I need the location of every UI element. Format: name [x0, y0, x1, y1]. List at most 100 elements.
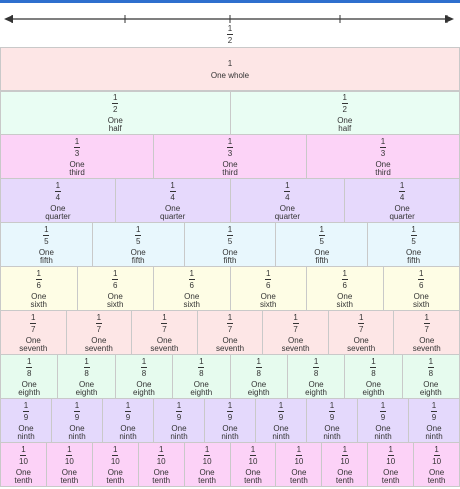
fraction-numerator: 1 — [158, 444, 164, 454]
fraction-denominator: 8 — [84, 368, 89, 378]
fraction-name: One ninth — [17, 424, 34, 441]
fraction-name: One fifth — [38, 247, 54, 265]
fraction-name-line-2: tenth — [381, 475, 400, 485]
fraction-numerator: 1 — [135, 224, 141, 234]
fraction-numerator: 1 — [44, 224, 49, 234]
row-third: 1 3 One third 1 3 One third 1 3 One third — [0, 135, 460, 179]
fraction-bar — [265, 278, 272, 280]
fraction-name-line-1: One — [324, 423, 340, 433]
fraction-name: One ninth — [374, 424, 392, 441]
fraction-name-line-2: seventh — [347, 343, 376, 353]
fraction-name: One eighth — [18, 380, 40, 397]
fraction-name: One tenth — [15, 468, 33, 485]
fraction-bar — [341, 454, 348, 456]
fraction-name: One tenth — [427, 468, 446, 485]
fraction-name: One half — [337, 117, 352, 133]
whole-numerator: 1 — [227, 58, 233, 68]
fraction-bar — [387, 454, 394, 456]
row-quarter: 1 4 One quarter 1 4 One quarter 1 4 One quarter 1 4 On… — [0, 179, 460, 223]
fraction-name-line-2: eighth — [305, 387, 327, 397]
fraction-name-line-1: One — [165, 203, 181, 213]
fraction-name-line-2: seventh — [19, 343, 48, 353]
fraction-bar — [169, 190, 176, 192]
fraction-name-line-1: One — [251, 379, 267, 389]
fraction-numerator: 1 — [189, 268, 194, 278]
fraction-name-line-2: sixth — [107, 299, 124, 309]
fraction-numerator: 1 — [428, 356, 434, 366]
fraction-name-line-1: One — [365, 379, 381, 389]
fraction-name-line-2: tenth — [427, 475, 446, 485]
fraction: 1 10 — [111, 445, 120, 466]
fraction-numerator: 1 — [285, 180, 290, 190]
fraction-numerator: 1 — [84, 356, 89, 366]
row-eighth: 1 8 One eighth 1 8 One eighth 1 8 One eighth 1 8 One ei… — [0, 355, 460, 399]
fraction-name: One fifth — [314, 248, 329, 265]
cell-one-eighth: 1 8 One eighth — [287, 355, 346, 399]
fraction-denominator: 3 — [74, 148, 80, 158]
cell-one-half: 1 2 One half — [0, 91, 231, 135]
cell-one-seventh: 1 7 One seventh — [394, 311, 460, 355]
fraction-name-line-2: eighth — [133, 387, 155, 397]
fraction-numerator: 1 — [227, 136, 233, 146]
right-arrow-icon — [445, 15, 454, 23]
fraction-denominator: 4 — [170, 192, 175, 202]
fraction-name: One seventh — [413, 336, 441, 353]
cell-one-fifth: 1 5 One fifth — [368, 223, 460, 267]
fraction-numerator: 1 — [26, 356, 32, 366]
fraction: 1 10 — [157, 445, 166, 466]
fraction-name: One ninth — [119, 423, 136, 441]
fraction-bar — [358, 322, 365, 324]
fraction-name-line-1: One — [222, 247, 238, 257]
fraction-name-line-1: One — [337, 467, 353, 477]
fraction-name-line-1: One — [279, 203, 295, 213]
fraction-name-line-2: tenth — [335, 475, 354, 485]
cell-one-eighth: 1 8 One eighth — [345, 355, 403, 399]
fraction-denominator: 9 — [74, 412, 80, 422]
fraction-name-line-1: One — [25, 335, 41, 345]
cell-one-ninth: 1 9 One ninth — [205, 399, 256, 443]
fraction-name-line-1: One — [184, 291, 200, 301]
fraction-name-line-1: One — [38, 247, 54, 257]
cell-one-third: 1 3 One third — [307, 135, 460, 179]
cell-one-seventh: 1 7 One seventh — [197, 311, 264, 355]
fraction-name-line-2: quarter — [389, 211, 415, 221]
cell-one-fifth: 1 5 One fifth — [0, 223, 93, 267]
fraction-name-line-2: fifth — [223, 255, 237, 265]
fraction-name-line-1: One — [426, 423, 442, 433]
fraction-name-line-2: seventh — [84, 343, 113, 353]
fraction-numerator: 1 — [67, 444, 72, 454]
fraction-name-line-2: ninth — [374, 431, 392, 441]
fraction-numerator: 1 — [342, 93, 347, 102]
fraction-denominator: 8 — [256, 368, 261, 378]
fraction-name: One quarter — [45, 204, 70, 221]
fraction-denominator: 6 — [342, 280, 347, 290]
fraction-name-line-1: One — [120, 423, 136, 433]
cell-one-sixth: 1 6 One sixth — [307, 267, 384, 311]
fraction-denominator: 9 — [227, 412, 233, 422]
fraction-numerator: 1 — [266, 268, 271, 278]
fraction-name-line-2: sixth — [260, 299, 277, 309]
top-accent-bar — [0, 0, 460, 3]
fraction-denominator: 10 — [248, 456, 258, 466]
fraction-name-line-1: One — [222, 335, 238, 345]
fraction-name: One tenth — [198, 468, 216, 485]
fraction-bar — [313, 366, 320, 368]
fraction-name: One sixth — [337, 292, 353, 309]
fraction-denominator: 8 — [141, 368, 147, 378]
fraction-bar — [83, 366, 90, 368]
fraction-name: One seventh — [347, 336, 376, 353]
fraction-name-line-2: sixth — [30, 299, 47, 309]
fraction-name: One quarter — [160, 203, 185, 221]
fraction-denominator: 10 — [64, 456, 74, 466]
fraction-name: One sixth — [413, 292, 429, 309]
fraction: 1 10 — [432, 445, 441, 466]
